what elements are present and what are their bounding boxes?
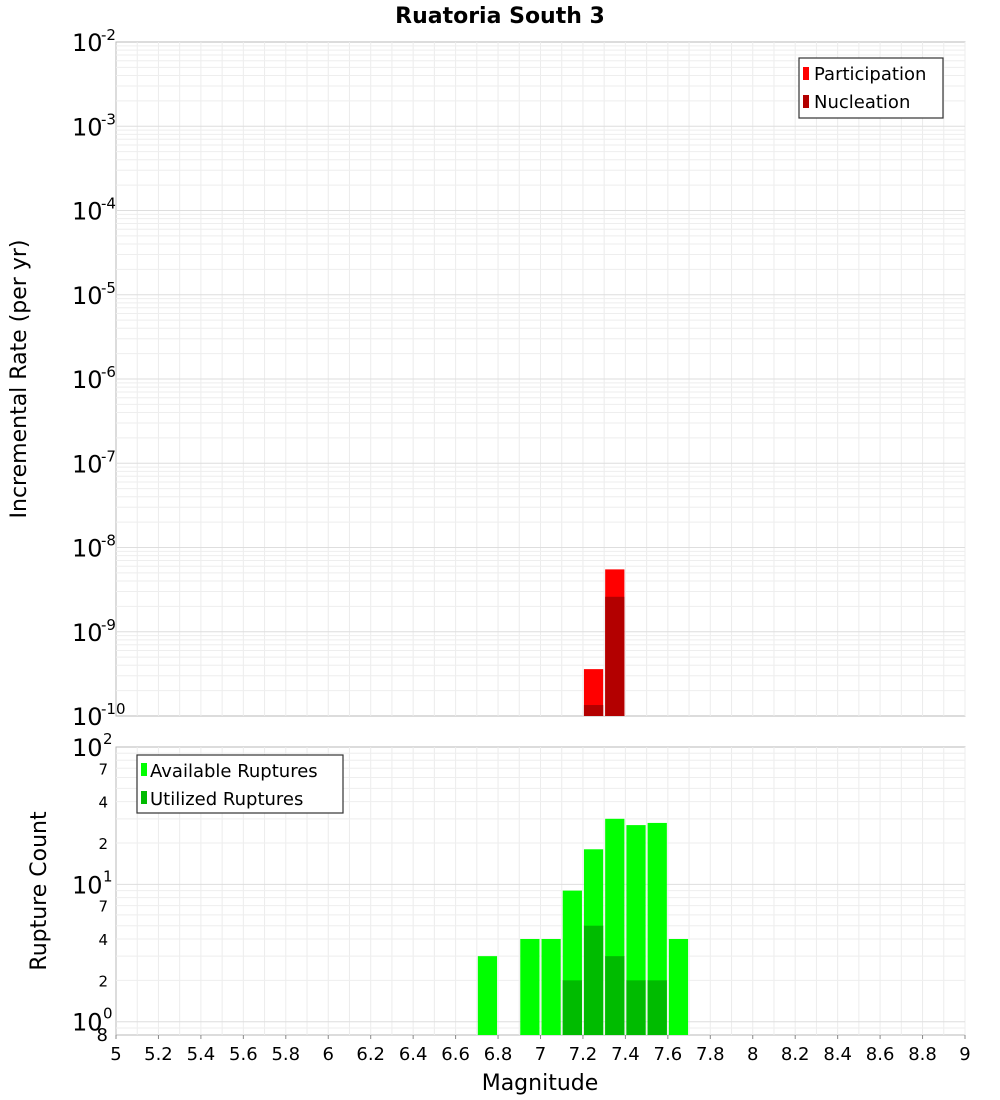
rate-y-tick-base: 10	[72, 619, 103, 647]
rate-y-axis-label: Incremental Rate (per yr)	[7, 240, 32, 519]
rate-y-tick-base: 10	[72, 198, 103, 226]
x-tick-label: 6.4	[399, 1044, 428, 1065]
x-tick-label: 6.2	[356, 1044, 385, 1065]
legend-swatch-nucleation	[803, 95, 809, 108]
rate-bars	[583, 569, 625, 716]
legend-label-available: Available Ruptures	[150, 761, 318, 782]
rate-legend-box	[798, 57, 944, 119]
x-tick-label: 8.8	[908, 1044, 937, 1065]
rate-y-tick-exponent: -10	[101, 700, 126, 718]
count-y-tick-base: 10	[72, 871, 103, 899]
x-tick-label: 7.2	[569, 1044, 598, 1065]
rate-y-tick-exponent: -9	[101, 616, 116, 634]
count-y-minor-tick-label: 8	[97, 1025, 108, 1046]
count-bar-utilized	[583, 925, 604, 1035]
legend-swatch-participation	[803, 67, 809, 80]
rate-y-tick-exponent: -2	[101, 26, 116, 44]
count-bar-utilized	[605, 956, 625, 1035]
rate-y-tick-base: 10	[72, 29, 103, 57]
count-y-minor-tick-label: 7	[98, 760, 108, 778]
legend-label-utilized: Utilized Ruptures	[150, 789, 303, 810]
x-tick-label: 5	[110, 1044, 121, 1065]
rate-y-tick-base: 10	[72, 113, 103, 141]
legend-swatch-utilized	[141, 791, 147, 804]
rate-panel: 10-210-310-410-510-610-710-810-910-10 In…	[7, 26, 966, 731]
rate-y-tick-base: 10	[72, 282, 103, 310]
chart-title: Ruatoria South 3	[395, 4, 605, 29]
count-bar-utilized	[626, 980, 646, 1035]
count-y-tick-exponent: 1	[103, 867, 113, 885]
legend-label-participation: Participation	[814, 64, 926, 85]
count-bar-available	[520, 939, 540, 1035]
count-legend-box	[136, 754, 344, 814]
rate-y-tick-exponent: -3	[101, 110, 116, 128]
x-tick-label: 6	[323, 1044, 334, 1065]
rate-y-tick-exponent: -5	[101, 279, 116, 297]
x-tick-label: 8.4	[823, 1044, 852, 1065]
x-tick-label: 7.6	[654, 1044, 683, 1065]
rate-y-tick-exponent: -4	[101, 195, 116, 213]
x-tick-label: 8.6	[866, 1044, 895, 1065]
x-tick-label: 8.2	[781, 1044, 810, 1065]
count-y-tick-base: 10	[72, 1009, 103, 1037]
legend-label-nucleation: Nucleation	[814, 92, 910, 113]
count-legend: Available Ruptures Utilized Ruptures	[136, 754, 344, 814]
count-y-tick-base: 10	[72, 734, 103, 762]
count-bar-utilized	[647, 980, 667, 1035]
rate-y-tick-base: 10	[72, 450, 103, 478]
x-tick-label: 7.8	[696, 1044, 725, 1065]
count-bar-utilized	[562, 980, 582, 1035]
count-y-axis-label: Rupture Count	[27, 811, 52, 971]
rate-y-tick-base: 10	[72, 535, 103, 563]
rate-bar-nucleation	[605, 596, 625, 716]
count-y-minor-tick-label: 7	[98, 898, 108, 916]
count-bar-available	[668, 939, 689, 1035]
rate-y-tick-base: 10	[72, 366, 103, 394]
x-tick-label: 6.8	[484, 1044, 513, 1065]
x-tick-label: 5.8	[271, 1044, 300, 1065]
count-bar-available	[477, 956, 498, 1035]
count-bars	[477, 818, 689, 1035]
x-tick-label: 8	[747, 1044, 758, 1065]
rate-legend: Participation Nucleation	[798, 57, 944, 119]
rate-bar-participation	[583, 669, 604, 716]
rate-y-tick-base: 10	[72, 703, 103, 731]
rate-y-tick-exponent: -6	[101, 363, 116, 381]
rate-y-tick-exponent: -7	[101, 447, 116, 465]
rate-y-ticks: 10-210-310-410-510-610-710-810-910-10	[72, 26, 126, 731]
x-tick-label: 7.4	[611, 1044, 640, 1065]
x-tick-label: 5.2	[144, 1044, 173, 1065]
x-tick-label: 9	[959, 1044, 970, 1065]
count-y-tick-exponent: 0	[103, 1005, 113, 1023]
count-bar-available	[541, 939, 561, 1035]
count-y-minor-tick-label: 2	[98, 835, 108, 853]
count-y-tick-exponent: 2	[103, 730, 113, 748]
legend-swatch-available	[141, 763, 147, 776]
x-tick-label: 7	[535, 1044, 546, 1065]
rate-bar-nucleation	[583, 705, 604, 716]
count-x-ticks: 5 5.2 5.4 5.6 5.8 6 6.2 6.4 6.6 6.8 7 7.2 7.4 7.6 7.8 8…	[110, 1035, 971, 1065]
x-tick-label: 5.6	[229, 1044, 258, 1065]
x-tick-label: 6.6	[441, 1044, 470, 1065]
rate-y-tick-exponent: -8	[101, 532, 116, 550]
x-axis-label: Magnitude	[482, 1071, 599, 1096]
count-y-minor-tick-label: 4	[98, 931, 108, 949]
count-y-minor-tick-label: 4	[98, 794, 108, 812]
x-tick-label: 5.4	[187, 1044, 216, 1065]
count-y-minor-tick-label: 2	[98, 972, 108, 990]
rate-grid	[116, 42, 966, 716]
